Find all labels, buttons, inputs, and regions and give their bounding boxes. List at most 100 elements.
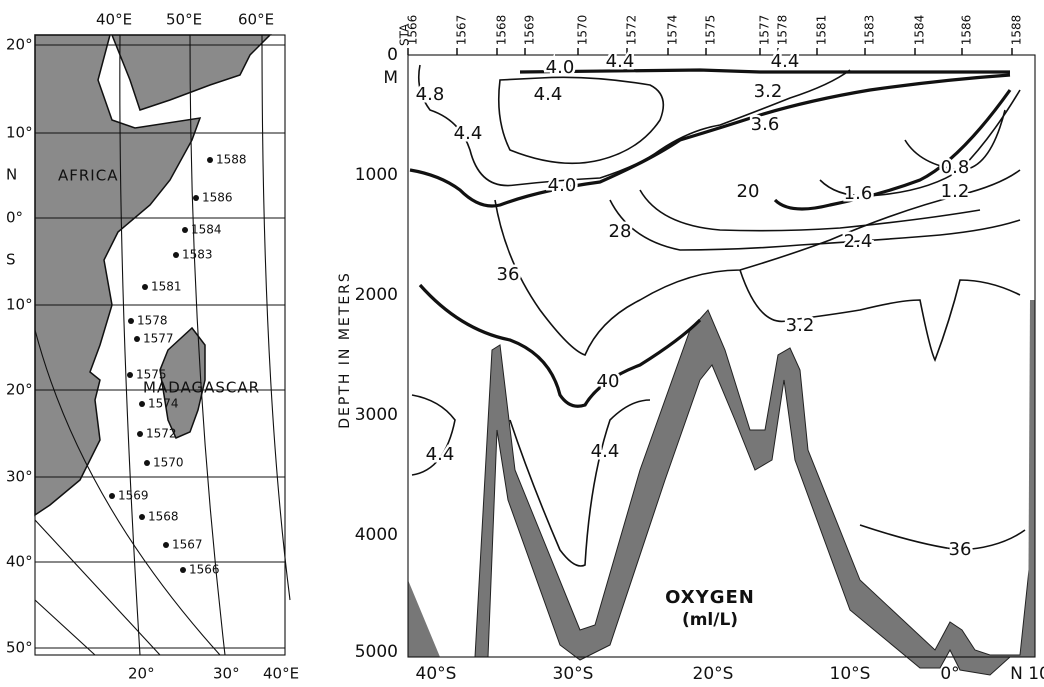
contour-label: 36 — [497, 264, 520, 285]
lat-label: N — [6, 166, 17, 184]
y-tick-label: 0 — [387, 45, 398, 65]
madagascar-land — [159, 326, 206, 439]
contour-label: 4.8 — [416, 84, 445, 105]
station-label: 1581 — [151, 280, 182, 294]
lat-label: 30° — [6, 468, 33, 486]
lat-label: 10° — [6, 124, 33, 142]
y-tick-label: 4000 — [355, 525, 398, 545]
plot-title: OXYGEN — [665, 587, 755, 608]
station-dot — [180, 567, 186, 573]
lat-lines — [35, 44, 285, 649]
station-dot — [134, 336, 140, 342]
plot-units: (ml/L) — [682, 610, 738, 630]
station-label: 1567 — [455, 15, 469, 46]
y-tick-label: 2000 — [355, 285, 398, 305]
station-dot — [144, 460, 150, 466]
contour-label: 3.2 — [754, 81, 783, 102]
contour-label: 4.4 — [771, 51, 800, 72]
africa-label: AFRICA — [58, 167, 118, 185]
sta-label: STA — [398, 23, 412, 46]
y-tick-label: 1000 — [355, 165, 398, 185]
lat-label: 40° — [6, 553, 33, 571]
contour-label: 0.8 — [941, 157, 970, 178]
station-label: 1577 — [758, 15, 772, 46]
station-label: 1567 — [172, 538, 203, 552]
station-label: 1577 — [143, 332, 174, 346]
lon-bottom-label: 30° — [213, 665, 240, 683]
station-label: 1574 — [666, 15, 680, 46]
station-label: 1572 — [625, 15, 639, 46]
contour-label: 1.6 — [844, 183, 873, 204]
contour-label: 4.4 — [426, 444, 455, 465]
contour-label: 3.2 — [786, 315, 815, 336]
station-label: 1570 — [153, 456, 184, 470]
seafloor-right — [1028, 300, 1035, 657]
lon-top-label: 50°E — [166, 11, 202, 29]
lat-label: S — [6, 251, 16, 269]
contour-label: 36 — [949, 539, 972, 560]
y-tick-label: 5000 — [355, 642, 398, 662]
station-label: 1575 — [704, 15, 718, 46]
lat-label: 0° — [6, 209, 23, 227]
station-dot — [139, 401, 145, 407]
x-tick-label: 30°S — [553, 664, 594, 684]
station-dot — [128, 318, 134, 324]
lat-label: 20° — [6, 36, 33, 54]
station-label: 1570 — [576, 15, 590, 46]
africa-land — [34, 34, 202, 517]
lat-label: 50° — [6, 639, 33, 657]
station-label: 1583 — [863, 15, 877, 46]
contour-label: 4.4 — [534, 84, 563, 105]
station-label: 1568 — [495, 15, 509, 46]
station-label: 1572 — [146, 427, 177, 441]
station-dot — [207, 157, 213, 163]
contour-label: 2.4 — [844, 231, 873, 252]
station-dot — [163, 542, 169, 548]
station-dot — [127, 372, 133, 378]
seafloor-left — [408, 580, 440, 657]
lon-lines — [34, 34, 291, 656]
station-label: 1569 — [523, 15, 537, 46]
station-label: 1568 — [148, 510, 179, 524]
station-dot — [182, 227, 188, 233]
station-label: 1566 — [406, 15, 420, 46]
axis-title: DEPTH IN METERS — [337, 271, 353, 429]
station-label: 1581 — [815, 15, 829, 46]
contour-label: 20 — [737, 181, 760, 202]
contour-label: 28 — [609, 221, 632, 242]
station-dot — [193, 195, 199, 201]
x-tick-label: 20°S — [693, 664, 734, 684]
station-dot — [142, 284, 148, 290]
lon-top-label: 40°E — [96, 11, 132, 29]
section-panel — [407, 54, 1036, 676]
contour-label: 40 — [597, 371, 620, 392]
station-label: 1588 — [1010, 15, 1024, 46]
station-label: 1575 — [136, 368, 167, 382]
lon-bottom-label: 40°E — [263, 665, 299, 683]
lon-bottom-label: 20° — [128, 665, 155, 683]
station-dot — [109, 493, 115, 499]
station-dot — [139, 514, 145, 520]
seafloor — [474, 309, 1031, 676]
section-frame — [407, 54, 1036, 658]
station-label: 1588 — [216, 153, 247, 167]
arabia-land — [110, 34, 272, 111]
station-dot — [173, 252, 179, 258]
map-panel — [34, 34, 291, 656]
contour-label: 4.4 — [591, 441, 620, 462]
station-dot — [137, 431, 143, 437]
lat-label: 10° — [6, 296, 33, 314]
contour-label: 3.6 — [751, 114, 780, 135]
station-label: 1578 — [137, 314, 168, 328]
contour-label: 4.0 — [546, 57, 575, 78]
x-tick-label: 40°S — [416, 664, 457, 684]
lon-top-label: 60°E — [238, 11, 274, 29]
contour-label: 1.2 — [941, 181, 970, 202]
station-label: 1566 — [189, 563, 220, 577]
station-label: 1586 — [960, 15, 974, 46]
contours — [409, 64, 1026, 567]
station-label: 1584 — [913, 15, 927, 46]
station-label: 1583 — [182, 248, 213, 262]
station-label: 1578 — [776, 15, 790, 46]
